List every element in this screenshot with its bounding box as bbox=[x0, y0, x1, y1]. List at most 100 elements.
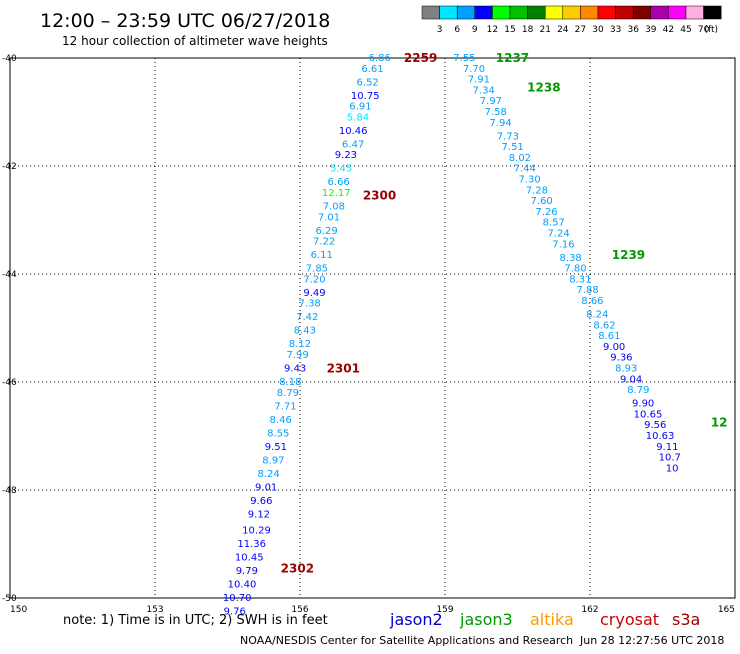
wave-height-label: 8.57 bbox=[543, 218, 565, 229]
legend-swatch bbox=[632, 5, 652, 20]
data-points: 6.866.61 6.52 10.756.915.84 10.46 6.479.23 5.… bbox=[223, 53, 681, 618]
legend-swatch bbox=[615, 5, 634, 20]
wave-height-label: 7.08 bbox=[323, 202, 345, 213]
footer-credit: NOAA/NESDIS Center for Satellite Applica… bbox=[240, 634, 573, 647]
grid-lines bbox=[9, 57, 736, 599]
wave-height-label: 7.42 bbox=[296, 312, 318, 323]
legend-swatch bbox=[456, 5, 476, 20]
x-tick-label: 165 bbox=[718, 605, 735, 615]
wave-height-label: 12.17 bbox=[322, 188, 351, 199]
x-tick-label: 153 bbox=[146, 605, 163, 615]
wave-height-label: 9.01 bbox=[255, 482, 277, 493]
wave-height-label: 7.51 bbox=[502, 142, 524, 153]
y-tick-label: -44 bbox=[2, 270, 17, 280]
wave-height-label: 8.61 bbox=[598, 331, 620, 342]
legend-unit: (ft) bbox=[704, 25, 718, 35]
wave-height-label: 9.76 bbox=[224, 607, 246, 618]
wave-height-label: 10.46 bbox=[339, 126, 368, 137]
wave-height-label: 7.60 bbox=[531, 196, 553, 207]
chart-title: 12:00 – 23:59 UTC 06/27/2018 bbox=[40, 10, 330, 32]
legend-swatch bbox=[703, 5, 722, 20]
wave-height-label: 10.65 bbox=[634, 409, 663, 420]
satellite-altika: altika bbox=[530, 610, 574, 629]
wave-height-label: 9.56 bbox=[644, 420, 666, 431]
x-tick-label: 150 bbox=[10, 605, 27, 615]
wave-height-label: 7.38 bbox=[299, 299, 321, 310]
pass-time-label: 1237 bbox=[496, 51, 529, 65]
legend-label: 6 bbox=[454, 25, 460, 35]
wave-height-label: 7.80 bbox=[564, 264, 586, 275]
wave-height-label: 10.63 bbox=[646, 431, 675, 442]
pass-time-label: 1238 bbox=[527, 81, 560, 95]
wave-height-label: 10.7 bbox=[659, 453, 681, 464]
wave-height-label: 6.61 bbox=[361, 64, 383, 75]
wave-height-label: 8.46 bbox=[270, 415, 292, 426]
legend-swatch bbox=[527, 5, 546, 20]
wave-height-label: 7.73 bbox=[497, 131, 519, 142]
wave-height-label: 7.01 bbox=[318, 212, 340, 223]
pass-time-label: 2300 bbox=[363, 189, 396, 203]
wave-height-label: 9.36 bbox=[610, 353, 632, 364]
pass-time-label: 2301 bbox=[327, 362, 360, 376]
wave-height-label: 7.24 bbox=[547, 229, 569, 240]
legend-swatch bbox=[509, 5, 528, 20]
pass-time-label: 2302 bbox=[281, 561, 314, 575]
satellite-jason2: jason2 bbox=[389, 610, 443, 629]
wave-height-label: 5.45 bbox=[330, 164, 352, 175]
legend-label: 36 bbox=[627, 25, 639, 35]
wave-height-label: 8.55 bbox=[267, 428, 289, 439]
legend-swatch bbox=[562, 5, 581, 20]
wave-height-label: 10.40 bbox=[228, 580, 257, 591]
wave-height-label: 8.38 bbox=[560, 253, 582, 264]
wave-height-label: 10.45 bbox=[235, 553, 264, 564]
wave-height-label: 6.52 bbox=[357, 77, 379, 88]
wave-height-label: 8.66 bbox=[581, 296, 603, 307]
legend-swatch bbox=[474, 5, 493, 20]
y-tick-label: -42 bbox=[2, 162, 17, 172]
legend-swatch bbox=[597, 5, 616, 20]
wave-height-label: 7.22 bbox=[313, 237, 335, 248]
wave-height-label: 11.36 bbox=[237, 539, 266, 550]
x-tick-label: 159 bbox=[436, 605, 453, 615]
wave-height-label: 8.79 bbox=[627, 385, 649, 396]
pass-time-label: 2259 bbox=[404, 51, 437, 65]
legend-swatch bbox=[544, 5, 564, 20]
x-tick-label: 162 bbox=[581, 605, 598, 615]
wave-height-label: 7.88 bbox=[576, 285, 598, 296]
wave-height-label: 7.94 bbox=[489, 118, 511, 129]
wave-height-label: 7.30 bbox=[518, 175, 540, 186]
wave-height-label: 7.26 bbox=[535, 207, 557, 218]
plot-frame bbox=[9, 57, 736, 599]
wave-height-label: 8.02 bbox=[509, 153, 531, 164]
chart-subtitle: 12 hour collection of altimeter wave hei… bbox=[62, 34, 328, 48]
legend-label: 39 bbox=[645, 25, 657, 35]
legend-label: 3 bbox=[437, 25, 443, 35]
wave-height-label: 6.47 bbox=[342, 139, 364, 150]
legend-swatch bbox=[685, 5, 704, 20]
y-tick-label: -46 bbox=[2, 378, 17, 388]
wave-height-label: 7.55 bbox=[453, 53, 475, 64]
legend-label: 70 bbox=[698, 25, 710, 35]
legend-swatch bbox=[492, 5, 511, 20]
legend-label: 30 bbox=[592, 25, 604, 35]
wave-height-label: 7.16 bbox=[552, 239, 574, 250]
legend-swatch bbox=[668, 5, 687, 20]
wave-height-label: 10 bbox=[666, 463, 679, 474]
color-legend: 3 6 9 12 15 18 21 24 27 30 33 36 39 42 45 70 bbox=[421, 5, 722, 35]
time-labels: 2259 2300 2301 2302 1237 1238 1239 12 bbox=[281, 51, 728, 575]
wave-height-label: 8.79 bbox=[277, 388, 299, 399]
legend-swatch bbox=[439, 5, 458, 20]
pass-time-label: 1239 bbox=[612, 248, 645, 262]
satellite-cryosat: cryosat bbox=[600, 610, 659, 629]
legend-swatch bbox=[580, 5, 599, 20]
legend-label: 45 bbox=[680, 25, 691, 35]
legend-label: 24 bbox=[557, 25, 569, 35]
wave-height-label: 7.99 bbox=[286, 350, 308, 361]
legend-label: 42 bbox=[663, 25, 674, 35]
wave-height-label: 8.97 bbox=[262, 455, 284, 466]
wave-height-label: 10.29 bbox=[242, 526, 271, 537]
pass-time-label: 12 bbox=[711, 416, 728, 430]
wave-height-label: 8.93 bbox=[615, 364, 637, 375]
y-tick-label: -48 bbox=[2, 486, 17, 496]
